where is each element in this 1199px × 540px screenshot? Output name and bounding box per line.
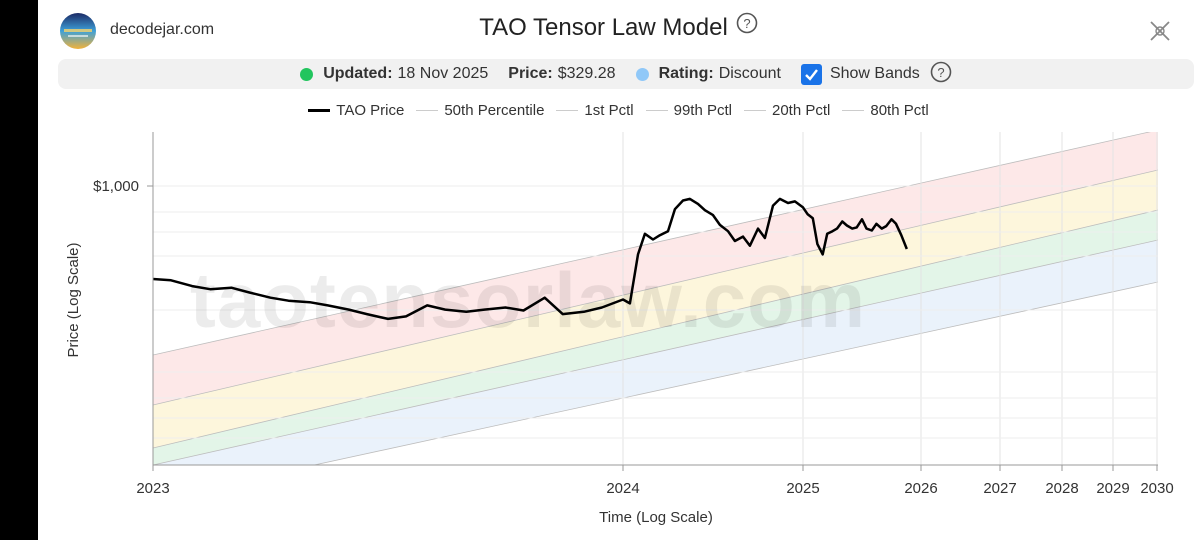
- percentile-line-1: [153, 169, 1158, 406]
- x-tick-label-2024: 2024: [606, 480, 639, 497]
- watermark: taotensorlaw.com: [190, 256, 866, 344]
- question-circle-icon[interactable]: ?: [736, 12, 758, 41]
- legend-item-50th[interactable]: 50th Percentile: [416, 102, 544, 119]
- x-axis-title: Time (Log Scale): [599, 509, 713, 526]
- band-group: [153, 132, 1158, 465]
- band-80th-99th: [153, 132, 1158, 405]
- percentile-line-4: [312, 281, 1158, 465]
- show-bands-label[interactable]: Show Bands: [829, 65, 920, 82]
- rating-status: Rating: Discount: [635, 65, 781, 83]
- x-tick-label-2025: 2025: [786, 480, 819, 497]
- legend-swatch: [842, 110, 865, 111]
- legend-item-80th[interactable]: 80th Pctl: [842, 102, 929, 119]
- legend-item-20th[interactable]: 20th Pctl: [743, 102, 831, 119]
- x-tick-label-2026: 2026: [904, 480, 937, 497]
- updated-status: Updated: 18 Nov 2025: [300, 65, 488, 83]
- legend-swatch: [416, 110, 439, 111]
- tao-price-line: [152, 197, 908, 321]
- percentile-line-2: [153, 209, 1158, 449]
- legend-item-1st[interactable]: 1st Pctl: [556, 102, 634, 119]
- y-tick-label: $1,000: [93, 178, 139, 195]
- svg-text:?: ?: [743, 16, 750, 31]
- price-label: Price:: [508, 65, 553, 82]
- percentile-line-0: [153, 132, 1151, 356]
- percentile-bands: [153, 132, 1158, 465]
- show-bands-toggle[interactable]: Show Bands ?: [800, 61, 952, 88]
- updated-label: Updated:: [323, 65, 393, 82]
- legend-label: 20th Pctl: [771, 102, 831, 119]
- x-tick-label-2030: 2030: [1140, 480, 1173, 497]
- price-status: Price: $329.28: [508, 65, 615, 83]
- svg-text:?: ?: [937, 65, 944, 80]
- legend-label: 1st Pctl: [584, 102, 634, 119]
- site-name[interactable]: decodejar.com: [110, 21, 215, 38]
- question-circle-icon[interactable]: ?: [930, 61, 952, 88]
- legend-swatch: [556, 110, 579, 111]
- rating-dot-icon: [635, 67, 649, 81]
- price-value: $329.28: [557, 65, 616, 82]
- legend-swatch: [308, 109, 331, 112]
- percentile-line-3: [153, 239, 1158, 465]
- x-tick-label-2028: 2028: [1045, 480, 1078, 497]
- updated-value: 18 Nov 2025: [397, 65, 489, 82]
- y-axis-title: Price (Log Scale): [65, 242, 82, 357]
- legend-item-99th[interactable]: 99th Pctl: [645, 102, 732, 119]
- avatar[interactable]: [60, 13, 96, 49]
- status-bar: Updated: 18 Nov 2025 Price: $329.28 Rati…: [58, 59, 1194, 89]
- x-tick-label-2027: 2027: [983, 480, 1016, 497]
- checkmark-icon: [805, 68, 818, 81]
- status-dot-icon: [300, 67, 314, 81]
- legend-label: 50th Percentile: [444, 102, 545, 119]
- legend-swatch: [645, 110, 668, 111]
- chart-legend: TAO Price 50th Percentile 1st Pctl 99th …: [38, 102, 1199, 119]
- chart-card: decodejar.com TAO Tensor Law Model ? Upd…: [38, 0, 1199, 540]
- legend-swatch: [743, 110, 766, 111]
- chart-axes: 2023 2024 2025 2026 2027 2028 2029 2030 $1,000 Ti…: [65, 132, 1174, 526]
- band-50th-80th: [153, 170, 1158, 448]
- band-20th-50th: [153, 210, 1158, 465]
- price-series: [152, 197, 908, 321]
- x-tick-label-2029: 2029: [1096, 480, 1129, 497]
- rating-label: Rating:: [658, 65, 714, 82]
- legend-label: TAO Price: [336, 102, 405, 119]
- legend-item-tao-price[interactable]: TAO Price: [308, 102, 404, 119]
- legend-label: 80th Pctl: [870, 102, 929, 119]
- close-icon[interactable]: [1148, 19, 1172, 43]
- price-chart[interactable]: taotensorlaw.com 2023 2024 2025 2026 2027 202…: [38, 120, 1199, 540]
- show-bands-checkbox[interactable]: [800, 63, 822, 85]
- legend-label: 99th Pctl: [673, 102, 732, 119]
- chart-title: TAO Tensor Law Model: [479, 14, 728, 41]
- rating-value: Discount: [718, 65, 781, 82]
- x-tick-label-2023: 2023: [136, 480, 169, 497]
- page-title: TAO Tensor Law Model ?: [38, 12, 1199, 42]
